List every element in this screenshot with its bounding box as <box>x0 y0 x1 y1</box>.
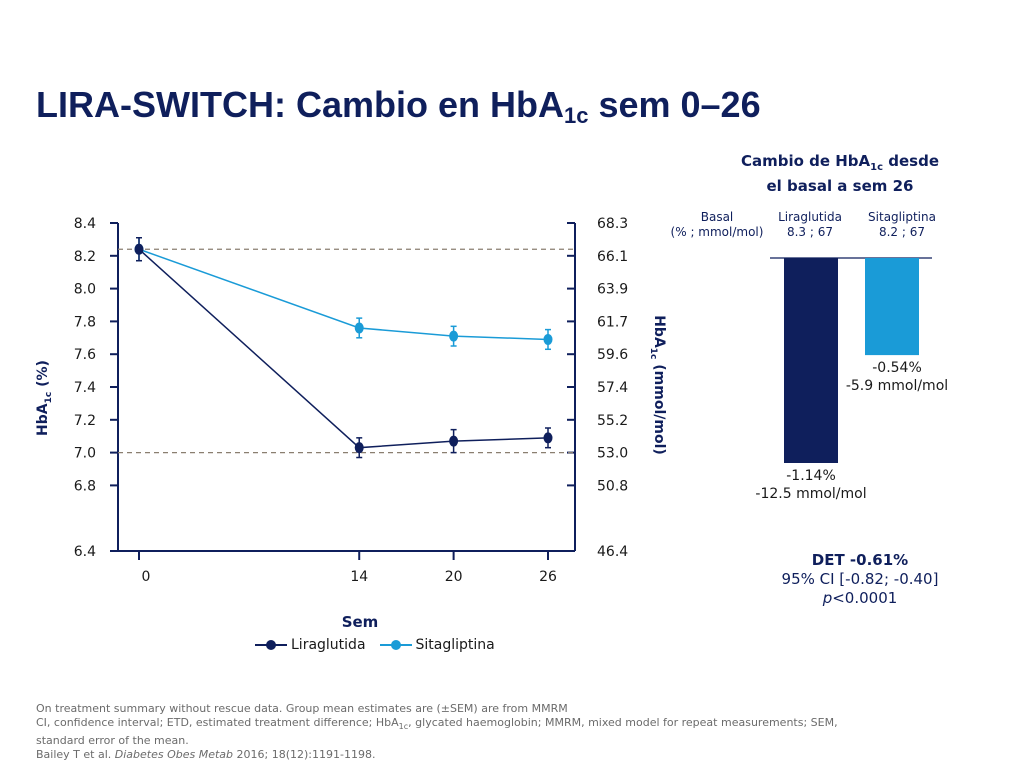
y-tick-label-left: 7.4 <box>74 380 96 396</box>
footnote: On treatment summary without rescue data… <box>36 702 996 762</box>
data-point-sitagliptina <box>543 333 553 345</box>
legend-marker-sitagliptina <box>379 638 412 652</box>
y-tick-label-right: 53.0 <box>597 446 628 462</box>
y-tick-label-right: 63.9 <box>597 282 628 298</box>
y-tick-label-left: 7.2 <box>74 413 96 429</box>
y-axis-title-left: HbA1c (%) <box>35 360 54 436</box>
lira-header-name: Liraglutida <box>778 210 842 224</box>
lira-header: Liraglutida 8.3 ; 67 <box>760 210 860 240</box>
y-tick-label-right: 68.3 <box>597 216 628 232</box>
bar-sitagliptina <box>865 258 919 356</box>
bar-label-mmol-liraglutida: -12.5 mmol/mol <box>755 486 866 502</box>
data-point-liraglutida <box>543 432 553 444</box>
footnote-reference: Bailey T et al. Diabetes Obes Metab 2016… <box>36 748 376 762</box>
basal-units: (% ; mmol/mol) <box>670 225 764 239</box>
y-tick-label-left: 6.4 <box>74 544 96 560</box>
legend-label-sitagliptina: Sitagliptina <box>415 637 495 653</box>
bar-label-pct-sitagliptina: -0.54% <box>872 360 922 376</box>
line-chart-legend: Liraglutida Sitagliptina <box>255 637 509 653</box>
bar-label-mmol-sitagliptina: -5.9 mmol/mol <box>846 378 948 394</box>
bar-liraglutida <box>784 258 838 463</box>
det-value: DET -0.61% <box>811 551 909 569</box>
legend-marker-liraglutida <box>255 638 287 652</box>
y-tick-label-left: 8.4 <box>74 216 96 232</box>
x-tick-label: 0 <box>142 569 151 585</box>
series-line-liraglutida <box>138 248 549 449</box>
y-tick-label-left: 7.6 <box>74 347 96 363</box>
basal-label-text: Basal <box>700 210 734 224</box>
ci-value: 95% CI [-0.82; -0.40] <box>781 570 939 588</box>
treatment-difference: DET -0.61% 95% CI [-0.82; -0.40] p<0.000… <box>740 551 980 608</box>
y-axis-title-right: HbA1c (mmol/mol) <box>648 315 667 455</box>
y-tick-label-left: 7.8 <box>74 314 96 330</box>
series-line-sitagliptina <box>138 248 549 341</box>
legend-item-sitagliptina: Sitagliptina <box>379 637 495 653</box>
data-point-liraglutida <box>134 243 144 255</box>
x-tick-label: 14 <box>350 569 368 585</box>
y-tick-label-left: 8.0 <box>74 282 96 298</box>
y-tick-label-right: 57.4 <box>597 380 628 396</box>
x-axis-title: Sem <box>342 613 379 631</box>
legend-label-liraglutida: Liraglutida <box>291 637 366 653</box>
basal-label: Basal (% ; mmol/mol) <box>652 210 782 240</box>
data-point-sitagliptina <box>449 330 459 342</box>
y-tick-label-left: 7.0 <box>74 446 96 462</box>
footnote-line-1: On treatment summary without rescue data… <box>36 702 568 715</box>
bar-label-pct-liraglutida: -1.14% <box>786 468 836 484</box>
data-point-liraglutida <box>449 435 459 447</box>
p-value: p<0.0001 <box>822 589 898 607</box>
sita-baseline: 8.2 ; 67 <box>878 225 926 239</box>
y-tick-label-right: 46.4 <box>597 544 628 560</box>
y-tick-label-right: 66.1 <box>597 249 628 265</box>
y-tick-label-right: 59.6 <box>597 347 628 363</box>
slide-title: LIRA-SWITCH: Cambio en HbA1c sem 0–26 <box>36 84 761 128</box>
y-tick-label-left: 8.2 <box>74 249 96 265</box>
data-point-sitagliptina <box>354 322 364 334</box>
data-point-liraglutida <box>354 442 364 454</box>
sita-header: Sitagliptina 8.2 ; 67 <box>852 210 952 240</box>
x-tick-label: 26 <box>539 569 557 585</box>
lira-baseline: 8.3 ; 67 <box>786 225 834 239</box>
y-tick-label-left: 6.8 <box>74 478 96 494</box>
x-tick-label: 20 <box>445 569 463 585</box>
footnote-line-3: standard error of the mean. <box>36 734 189 748</box>
y-tick-label-right: 61.7 <box>597 314 628 330</box>
legend-item-liraglutida: Liraglutida <box>255 637 366 653</box>
bar-chart-title: Cambio de HbA1c desde el basal a sem 26 <box>740 152 940 195</box>
footnote-line-2: CI, confidence interval; ETD, estimated … <box>36 716 838 732</box>
y-tick-label-right: 50.8 <box>597 478 628 494</box>
sita-header-name: Sitagliptina <box>868 210 936 224</box>
y-tick-label-right: 55.2 <box>597 413 628 429</box>
